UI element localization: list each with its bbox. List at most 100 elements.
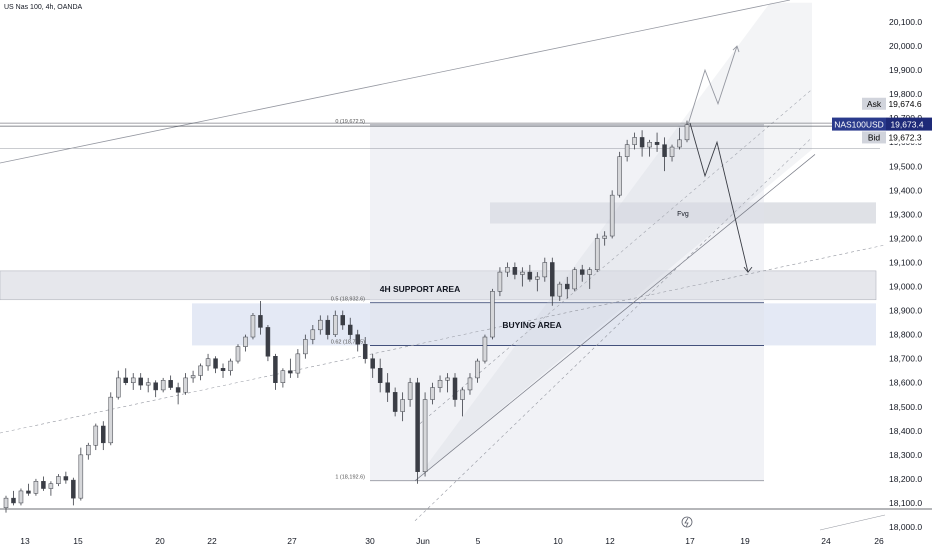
candle-body — [677, 139, 682, 148]
projection-up-arrow — [732, 45, 740, 53]
bid-label: Bid — [868, 132, 881, 142]
y-tick-label: 18,600.0 — [889, 378, 922, 388]
candle-body — [422, 399, 428, 472]
candle-body — [26, 490, 31, 494]
candle-body — [370, 358, 375, 369]
candle-body — [145, 382, 151, 386]
support-zone-label: 4H SUPPORT AREA — [380, 284, 460, 294]
bottom-trendline — [819, 514, 886, 531]
symbol-title: US Nas 100, 4h, OANDA — [4, 4, 83, 11]
bid-value-box — [886, 131, 932, 144]
fvg-zone — [490, 202, 876, 224]
buying-zone — [192, 303, 876, 346]
candle-body — [310, 329, 316, 340]
candle-body — [512, 267, 518, 275]
candle-body — [550, 262, 555, 297]
ask-value: 19,674.6 — [888, 99, 921, 109]
candle-body — [86, 444, 91, 456]
candle-body — [280, 370, 286, 383]
lower-dashed-trendline — [0, 244, 886, 434]
x-tick-label: 17 — [685, 536, 695, 546]
candle-body — [78, 454, 84, 499]
x-tick-label: 26 — [874, 536, 884, 546]
candle-body — [153, 382, 158, 391]
candle-body — [303, 339, 308, 355]
channel-mid-line — [419, 89, 813, 424]
candle-body — [617, 156, 622, 196]
candle-body — [542, 262, 548, 278]
candle-body — [318, 319, 323, 331]
candle-body — [235, 346, 241, 362]
candle-body — [63, 476, 69, 481]
x-tick-label: 13 — [20, 536, 30, 546]
x-tick-label: Jun — [416, 536, 430, 546]
candle-body — [355, 334, 360, 345]
buying-zone-label: BUYING AREA — [502, 320, 561, 330]
support-zone — [0, 270, 877, 301]
candle-body — [407, 382, 413, 400]
candle-body — [175, 387, 181, 393]
candle-body — [377, 368, 383, 383]
candle-body — [295, 353, 301, 374]
candle-body — [168, 380, 173, 388]
channel-lower-line — [414, 154, 816, 482]
x-tick-label: 10 — [553, 536, 563, 546]
candle-body — [654, 141, 660, 145]
candle-body — [639, 137, 645, 148]
candle-body — [325, 319, 331, 335]
candle-body — [624, 144, 630, 157]
symbol-box — [832, 117, 886, 131]
fib-level-label: 0 (19,672.5) — [335, 119, 365, 125]
projection-up-path — [687, 45, 738, 125]
x-tick-label: 30 — [365, 536, 375, 546]
last-price-box — [886, 117, 932, 131]
x-tick-label: 27 — [287, 536, 297, 546]
candle-body — [108, 396, 114, 444]
candle-body — [116, 377, 121, 398]
fib-level-label: 0.62 (18,7...5) — [331, 339, 365, 345]
bid-value: 19,672.3 — [888, 132, 921, 142]
y-tick-label: 18,900.0 — [889, 306, 922, 316]
fib-level-label: 1 (18,192.6) — [335, 475, 365, 481]
channel-fill — [415, 2, 812, 481]
candle-body — [400, 399, 405, 412]
candle-body — [609, 194, 615, 237]
ask-label: Ask — [867, 99, 882, 109]
candle-body — [565, 283, 570, 290]
y-tick-label: 18,300.0 — [889, 450, 922, 460]
candle-body — [602, 235, 607, 239]
projection-down-path — [689, 122, 749, 273]
candle-body — [71, 479, 76, 499]
y-tick-label: 19,100.0 — [889, 257, 922, 267]
candle-body — [93, 425, 99, 446]
y-tick-label: 19,000.0 — [889, 282, 922, 292]
y-tick-label: 19,800.0 — [889, 89, 922, 99]
candle-body — [160, 380, 166, 391]
candle-body — [527, 271, 533, 280]
candle-body — [190, 375, 196, 379]
fib-level-label: 0.5 (18,932.6) — [331, 297, 365, 303]
y-tick-label: 19,300.0 — [889, 209, 922, 219]
candle-body — [265, 327, 271, 357]
candle-body — [333, 315, 338, 335]
y-tick-label: 18,200.0 — [889, 474, 922, 484]
candle-body — [205, 358, 211, 367]
candle-body — [684, 124, 690, 141]
candle-body — [430, 387, 435, 400]
candle-body — [138, 377, 143, 386]
last-price-value: 19,673.4 — [890, 120, 923, 130]
upper-trendline — [0, 0, 791, 164]
y-tick-label: 18,800.0 — [889, 330, 922, 340]
candle-body — [452, 377, 458, 400]
candle-body — [482, 336, 488, 362]
candle-body — [220, 368, 226, 371]
bid-label-box — [862, 131, 886, 144]
candle-body — [288, 370, 293, 374]
y-tick-label: 20,000.0 — [889, 41, 922, 51]
candle-body — [385, 382, 390, 393]
candle-body — [535, 276, 540, 280]
candle-body — [18, 490, 24, 504]
candle-body — [243, 336, 248, 347]
